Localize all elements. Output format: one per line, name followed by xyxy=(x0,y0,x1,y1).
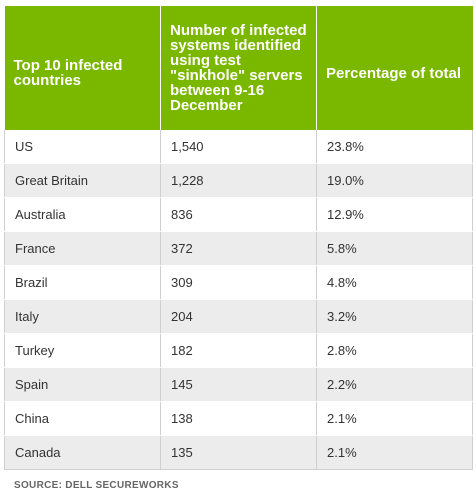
header-row: Top 10 infected countries Number of infe… xyxy=(4,6,473,130)
country-cell: France xyxy=(4,231,161,266)
country-cell: US xyxy=(4,130,161,164)
percentage-cell: 2.1% xyxy=(316,401,473,436)
infected-count-cell: 138 xyxy=(160,401,317,436)
country-cell: Italy xyxy=(4,299,161,334)
infected-count-cell: 372 xyxy=(160,231,317,266)
country-cell: Australia xyxy=(4,197,161,232)
percentage-cell: 2.2% xyxy=(316,367,473,402)
percentage-cell: 2.8% xyxy=(316,333,473,368)
table-row: Canada 135 2.1% xyxy=(4,435,473,470)
table-row: Italy 204 3.2% xyxy=(4,299,473,334)
header-country: Top 10 infected countries xyxy=(4,6,161,130)
infected-count-cell: 204 xyxy=(160,299,317,334)
source-note: SOURCE: DELL SECUREWORKS xyxy=(14,480,179,491)
country-cell: China xyxy=(4,401,161,436)
percentage-cell: 2.1% xyxy=(316,435,473,470)
table-row: China 138 2.1% xyxy=(4,401,473,436)
infected-count-cell: 1,540 xyxy=(160,130,317,164)
percentage-cell: 12.9% xyxy=(316,197,473,232)
percentage-cell: 4.8% xyxy=(316,265,473,300)
infected-count-cell: 309 xyxy=(160,265,317,300)
percentage-cell: 23.8% xyxy=(316,130,473,164)
infected-count-cell: 145 xyxy=(160,367,317,402)
infected-countries-table-container: Top 10 infected countries Number of infe… xyxy=(4,0,473,491)
table-row: Australia 836 12.9% xyxy=(4,197,473,232)
table-row: Turkey 182 2.8% xyxy=(4,333,473,368)
table-row: US 1,540 23.8% xyxy=(4,130,473,164)
table-row: Great Britain 1,228 19.0% xyxy=(4,163,473,198)
percentage-cell: 3.2% xyxy=(316,299,473,334)
infected-count-cell: 836 xyxy=(160,197,317,232)
country-cell: Brazil xyxy=(4,265,161,300)
country-cell: Turkey xyxy=(4,333,161,368)
infected-count-cell: 1,228 xyxy=(160,163,317,198)
percentage-cell: 5.8% xyxy=(316,231,473,266)
header-infected-count: Number of infected systems identified us… xyxy=(160,6,317,130)
table-row: Brazil 309 4.8% xyxy=(4,265,473,300)
percentage-cell: 19.0% xyxy=(316,163,473,198)
infected-count-cell: 182 xyxy=(160,333,317,368)
table-row: Spain 145 2.2% xyxy=(4,367,473,402)
country-cell: Spain xyxy=(4,367,161,402)
table-body: US 1,540 23.8% Great Britain 1,228 19.0% Austr… xyxy=(4,130,473,470)
table-row: France 372 5.8% xyxy=(4,231,473,266)
country-cell: Canada xyxy=(4,435,161,470)
infected-countries-table: Top 10 infected countries Number of infe… xyxy=(4,6,473,470)
table-header: Top 10 infected countries Number of infe… xyxy=(4,6,473,130)
infected-count-cell: 135 xyxy=(160,435,317,470)
country-cell: Great Britain xyxy=(4,163,161,198)
header-percentage: Percentage of total xyxy=(316,6,473,130)
